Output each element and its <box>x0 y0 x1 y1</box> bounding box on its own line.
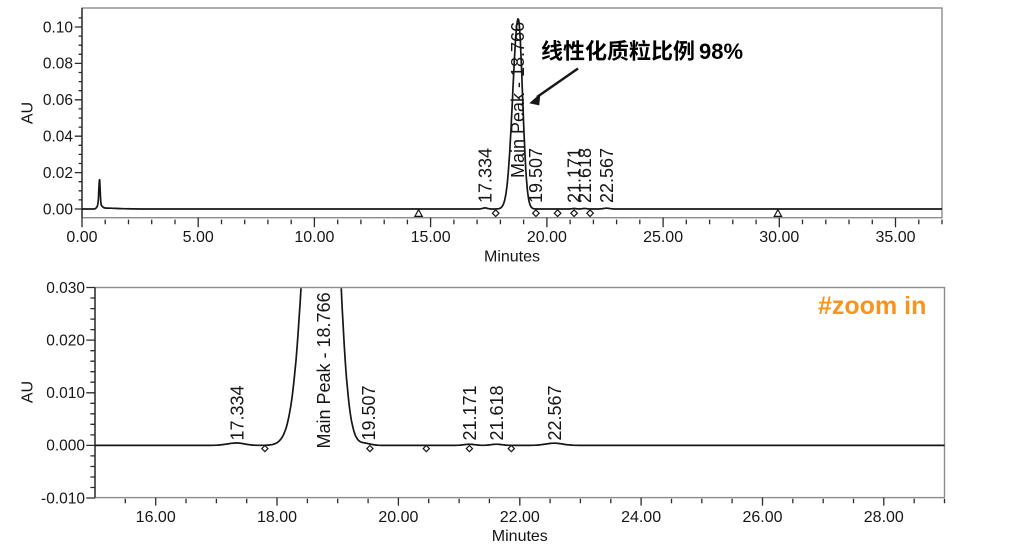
svg-text:26.00: 26.00 <box>742 509 782 526</box>
svg-text:5.00: 5.00 <box>183 229 214 246</box>
svg-text:0.00: 0.00 <box>43 201 74 218</box>
svg-text:22.567: 22.567 <box>545 385 565 440</box>
svg-text:98%: 98% <box>699 39 743 64</box>
svg-text:0.020: 0.020 <box>46 332 85 349</box>
svg-text:10.00: 10.00 <box>294 229 334 246</box>
svg-text:25.00: 25.00 <box>643 229 683 246</box>
svg-text:0.010: 0.010 <box>46 385 85 402</box>
svg-text:0.000: 0.000 <box>46 438 85 455</box>
svg-text:17.334: 17.334 <box>476 148 496 203</box>
svg-text:#zoom in: #zoom in <box>818 292 926 320</box>
svg-text:20.00: 20.00 <box>378 509 418 526</box>
svg-text:21.171: 21.171 <box>565 148 585 203</box>
svg-text:Main Peak - 18.766: Main Peak - 18.766 <box>314 292 334 448</box>
svg-text:0.10: 0.10 <box>43 19 74 36</box>
svg-text:AU: AU <box>20 102 37 124</box>
svg-text:24.00: 24.00 <box>621 509 661 526</box>
svg-text:17.334: 17.334 <box>227 385 247 440</box>
svg-text:0.04: 0.04 <box>43 129 74 146</box>
svg-text:Minutes: Minutes <box>484 249 540 266</box>
svg-text:15.00: 15.00 <box>411 229 451 246</box>
svg-text:18.00: 18.00 <box>257 509 297 526</box>
svg-text:0.030: 0.030 <box>46 280 85 297</box>
svg-text:Minutes: Minutes <box>492 528 548 545</box>
svg-text:28.00: 28.00 <box>864 509 904 526</box>
svg-text:19.507: 19.507 <box>359 385 379 440</box>
svg-text:22.567: 22.567 <box>597 148 617 203</box>
svg-text:-0.010: -0.010 <box>41 490 85 507</box>
svg-text:0.02: 0.02 <box>43 165 73 182</box>
svg-text:30.00: 30.00 <box>759 229 799 246</box>
svg-text:22.00: 22.00 <box>500 509 540 526</box>
svg-text:21.618: 21.618 <box>575 148 595 203</box>
svg-text:0.06: 0.06 <box>43 92 73 109</box>
svg-text:Main Peak - 18.766: Main Peak - 18.766 <box>508 22 528 178</box>
svg-text:19.507: 19.507 <box>526 148 546 203</box>
svg-text:AU: AU <box>20 381 37 403</box>
svg-text:35.00: 35.00 <box>875 229 915 246</box>
svg-text:0.00: 0.00 <box>66 229 97 246</box>
svg-text:0.08: 0.08 <box>43 56 73 73</box>
svg-text:21.171: 21.171 <box>460 385 480 440</box>
svg-text:16.00: 16.00 <box>136 509 176 526</box>
svg-text:21.618: 21.618 <box>487 385 507 440</box>
svg-text:20.00: 20.00 <box>527 229 567 246</box>
